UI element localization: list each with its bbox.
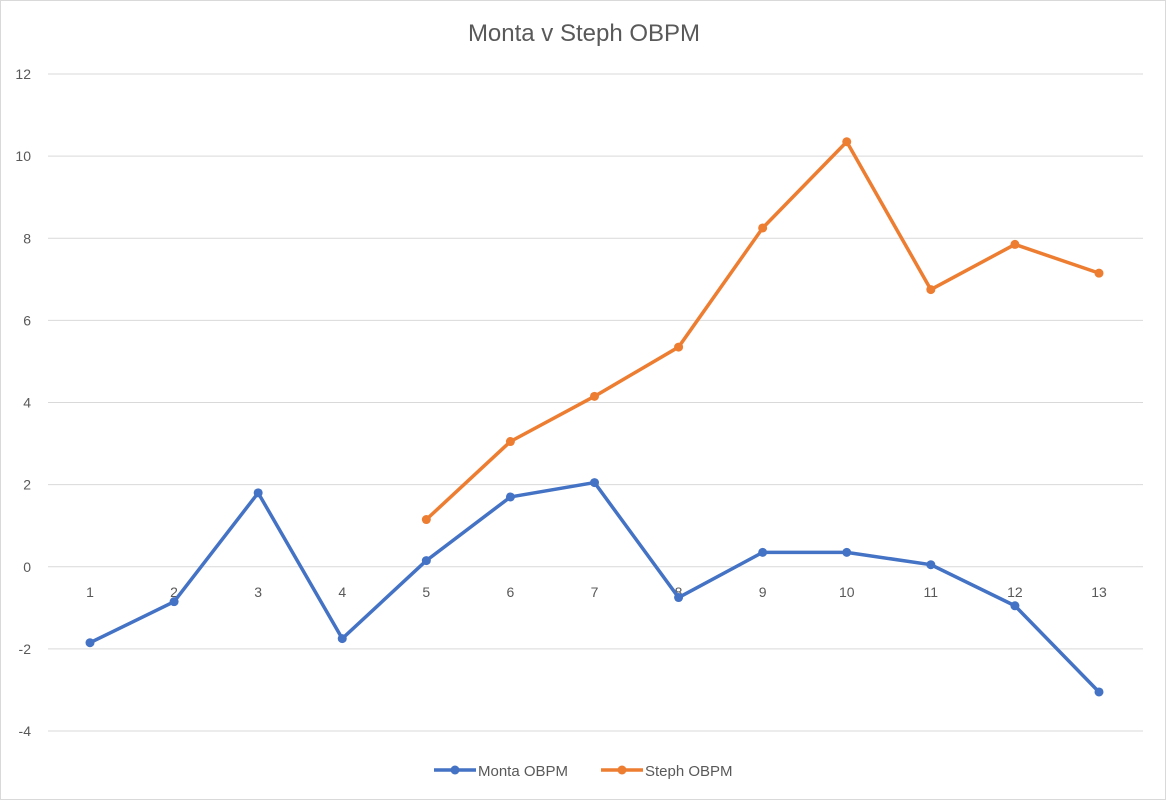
monta-obpm-point: [1094, 687, 1104, 697]
monta-obpm-point: [421, 556, 431, 566]
steph-obpm-point: [421, 515, 431, 525]
y-tick-label: -2: [19, 641, 32, 657]
monta-obpm-point: [1010, 601, 1020, 611]
monta-obpm-legend-marker: [450, 765, 460, 775]
monta-obpm-point: [253, 488, 263, 498]
monta-obpm-point: [758, 547, 768, 557]
monta-obpm-point: [169, 597, 179, 607]
x-tick-label: 1: [86, 584, 94, 600]
steph-obpm-point: [842, 137, 852, 147]
monta-obpm-point: [674, 593, 684, 603]
monta-obpm-point: [337, 634, 347, 644]
x-tick-label: 9: [759, 584, 767, 600]
x-tick-label: 6: [507, 584, 515, 600]
y-tick-label: 10: [15, 148, 31, 164]
x-tick-label: 13: [1091, 584, 1107, 600]
monta-obpm-point: [505, 492, 515, 502]
x-tick-label: 4: [338, 584, 346, 600]
chart-title: Monta v Steph OBPM: [468, 20, 700, 47]
steph-obpm-point: [674, 342, 684, 352]
monta-obpm-point: [842, 547, 852, 557]
y-tick-label: 12: [15, 66, 31, 82]
x-tick-label: 11: [924, 584, 939, 600]
steph-obpm-legend-marker: [617, 765, 627, 775]
legend: Monta OBPM Steph OBPM: [434, 763, 733, 780]
x-tick-label: 5: [422, 584, 430, 600]
y-tick-label: -4: [19, 723, 32, 739]
steph-obpm-line: [424, 140, 1101, 522]
y-axis-labels: -4 -2 0 2 4 6 8 10 12: [15, 66, 31, 739]
x-tick-label: 12: [1007, 584, 1023, 600]
legend-label: Steph OBPM: [645, 763, 733, 780]
x-tick-label: 3: [254, 584, 262, 600]
y-tick-label: 4: [23, 395, 31, 411]
steph-obpm-point: [590, 391, 599, 401]
x-tick-label: 10: [839, 584, 855, 600]
series-lines: [85, 137, 1104, 697]
gridlines: [48, 73, 1143, 732]
monta-obpm-point: [85, 638, 95, 648]
monta-obpm-point: [926, 560, 936, 570]
monta-obpm-point: [590, 478, 599, 488]
steph-obpm-point: [1010, 239, 1020, 249]
steph-obpm-point: [505, 437, 515, 447]
y-tick-label: 0: [23, 559, 31, 575]
steph-obpm-point: [758, 223, 768, 233]
x-tick-label: 8: [675, 584, 683, 600]
y-tick-label: 8: [23, 230, 31, 246]
steph-obpm-point: [926, 285, 936, 295]
x-axis-labels: 1 2 3 4 5 6 7 8 9 10 11 12 13: [86, 584, 1107, 600]
legend-label: Monta OBPM: [478, 763, 568, 780]
steph-obpm-point: [1094, 268, 1104, 278]
x-tick-label: 7: [591, 584, 599, 600]
x-tick-label: 2: [170, 584, 178, 600]
y-tick-label: 6: [23, 312, 31, 328]
y-tick-label: 2: [23, 477, 31, 493]
